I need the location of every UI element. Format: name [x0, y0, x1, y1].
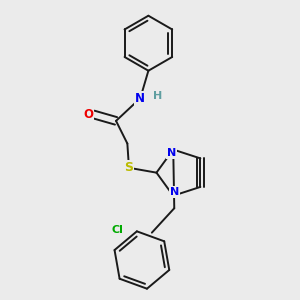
- Text: Cl: Cl: [111, 225, 123, 235]
- Text: N: N: [135, 92, 145, 105]
- Text: S: S: [124, 161, 134, 174]
- Text: H: H: [154, 91, 163, 100]
- Text: N: N: [170, 187, 179, 197]
- Text: O: O: [83, 108, 94, 121]
- Text: N: N: [167, 148, 176, 158]
